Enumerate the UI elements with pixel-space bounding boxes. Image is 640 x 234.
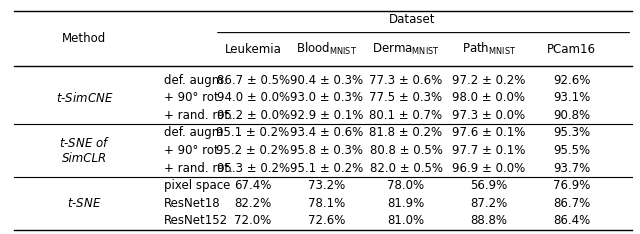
Text: 90.8%: 90.8% xyxy=(553,109,590,122)
Text: $t$-SNE of
SimCLR: $t$-SNE of SimCLR xyxy=(59,136,110,165)
Text: 78.1%: 78.1% xyxy=(308,197,345,210)
Text: 67.4%: 67.4% xyxy=(234,179,272,192)
Text: 97.3 ± 0.0%: 97.3 ± 0.0% xyxy=(452,109,525,122)
Text: 95.5%: 95.5% xyxy=(553,144,590,157)
Text: + rand. rot.: + rand. rot. xyxy=(164,162,232,175)
Text: 78.0%: 78.0% xyxy=(387,179,424,192)
Text: + 90° rot.: + 90° rot. xyxy=(164,91,222,104)
Text: 96.9 ± 0.0%: 96.9 ± 0.0% xyxy=(452,162,525,175)
Text: PCam16: PCam16 xyxy=(547,43,596,56)
Text: ResNet152: ResNet152 xyxy=(164,214,228,227)
Text: 95.2 ± 0.0%: 95.2 ± 0.0% xyxy=(216,109,290,122)
Text: pixel space: pixel space xyxy=(164,179,230,192)
Text: 93.1%: 93.1% xyxy=(553,91,590,104)
Text: 95.3%: 95.3% xyxy=(553,127,590,139)
Text: 94.0 ± 0.0%: 94.0 ± 0.0% xyxy=(216,91,290,104)
Text: ResNet18: ResNet18 xyxy=(164,197,221,210)
Text: 80.8 ± 0.5%: 80.8 ± 0.5% xyxy=(369,144,442,157)
Text: 72.6%: 72.6% xyxy=(308,214,345,227)
Text: 77.3 ± 0.6%: 77.3 ± 0.6% xyxy=(369,74,443,87)
Text: 81.0%: 81.0% xyxy=(387,214,424,227)
Text: Derma$_{\mathrm{MNIST}}$: Derma$_{\mathrm{MNIST}}$ xyxy=(372,42,440,57)
Text: 81.8 ± 0.2%: 81.8 ± 0.2% xyxy=(369,127,443,139)
Text: 88.8%: 88.8% xyxy=(470,214,508,227)
Text: 92.9 ± 0.1%: 92.9 ± 0.1% xyxy=(290,109,363,122)
Text: 97.7 ± 0.1%: 97.7 ± 0.1% xyxy=(452,144,525,157)
Text: 86.7 ± 0.5%: 86.7 ± 0.5% xyxy=(216,74,290,87)
Text: 98.0 ± 0.0%: 98.0 ± 0.0% xyxy=(452,91,525,104)
Text: 95.8 ± 0.3%: 95.8 ± 0.3% xyxy=(290,144,363,157)
Text: 82.2%: 82.2% xyxy=(234,197,272,210)
Text: 76.9%: 76.9% xyxy=(553,179,590,192)
Text: + rand. rot.: + rand. rot. xyxy=(164,109,232,122)
Text: 95.2 ± 0.2%: 95.2 ± 0.2% xyxy=(216,144,290,157)
Text: 56.9%: 56.9% xyxy=(470,179,508,192)
Text: 77.5 ± 0.3%: 77.5 ± 0.3% xyxy=(369,91,443,104)
Text: Method: Method xyxy=(62,32,106,45)
Text: 82.0 ± 0.5%: 82.0 ± 0.5% xyxy=(369,162,442,175)
Text: 73.2%: 73.2% xyxy=(308,179,345,192)
Text: 90.4 ± 0.3%: 90.4 ± 0.3% xyxy=(290,74,363,87)
Text: Leukemia: Leukemia xyxy=(225,43,282,56)
Text: 93.0 ± 0.3%: 93.0 ± 0.3% xyxy=(290,91,363,104)
Text: 72.0%: 72.0% xyxy=(234,214,272,227)
Text: 87.2%: 87.2% xyxy=(470,197,508,210)
Text: 97.2 ± 0.2%: 97.2 ± 0.2% xyxy=(452,74,525,87)
Text: Dataset: Dataset xyxy=(389,13,436,26)
Text: def. augm.: def. augm. xyxy=(164,127,227,139)
Text: $t$-SNE: $t$-SNE xyxy=(67,197,102,210)
Text: 93.4 ± 0.6%: 93.4 ± 0.6% xyxy=(290,127,363,139)
Text: 80.1 ± 0.7%: 80.1 ± 0.7% xyxy=(369,109,443,122)
Text: 86.7%: 86.7% xyxy=(553,197,590,210)
Text: Blood$_{\mathrm{MNIST}}$: Blood$_{\mathrm{MNIST}}$ xyxy=(296,41,357,57)
Text: 95.3 ± 0.2%: 95.3 ± 0.2% xyxy=(216,162,290,175)
Text: 95.1 ± 0.2%: 95.1 ± 0.2% xyxy=(216,127,290,139)
Text: 81.9%: 81.9% xyxy=(387,197,425,210)
Text: $t$-SimCNE: $t$-SimCNE xyxy=(56,91,113,105)
Text: 97.6 ± 0.1%: 97.6 ± 0.1% xyxy=(452,127,525,139)
Text: 93.7%: 93.7% xyxy=(553,162,590,175)
Text: 95.1 ± 0.2%: 95.1 ± 0.2% xyxy=(290,162,363,175)
Text: def. augm.: def. augm. xyxy=(164,74,227,87)
Text: 86.4%: 86.4% xyxy=(553,214,590,227)
Text: Path$_{\mathrm{MNIST}}$: Path$_{\mathrm{MNIST}}$ xyxy=(461,41,516,57)
Text: 92.6%: 92.6% xyxy=(553,74,590,87)
Text: + 90° rot.: + 90° rot. xyxy=(164,144,222,157)
